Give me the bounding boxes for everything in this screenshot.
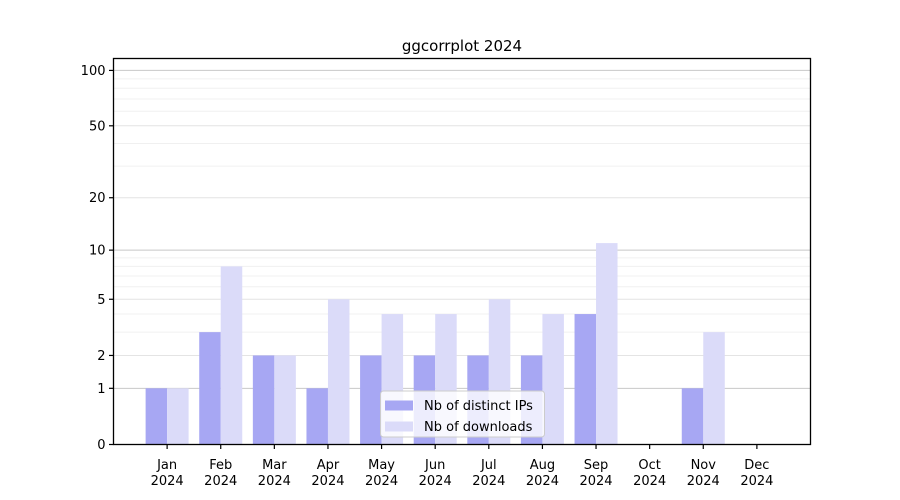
x-tick-label-year-jan: 2024 bbox=[151, 474, 184, 489]
x-tick-label-month-jan: Jan bbox=[156, 458, 177, 473]
y-tick-label-5: 5 bbox=[97, 293, 105, 308]
bar-sep-distinct-ips bbox=[574, 314, 597, 445]
x-tick-label-year-dec: 2024 bbox=[740, 474, 773, 489]
x-tick-label-year-aug: 2024 bbox=[526, 474, 559, 489]
bar-sep-downloads bbox=[596, 243, 618, 445]
x-tick-label-month-aug: Aug bbox=[530, 458, 555, 473]
bar-nov-distinct-ips bbox=[681, 388, 704, 445]
bar-nov-downloads bbox=[703, 332, 725, 445]
x-tick-label-month-apr: Apr bbox=[317, 458, 340, 473]
x-tick-label-month-jun: Jun bbox=[424, 458, 445, 473]
bar-jan-distinct-ips bbox=[145, 388, 168, 445]
plot-border bbox=[112, 57, 812, 446]
legend-label-distinct-ips: Nb of distinct IPs bbox=[424, 399, 533, 414]
y-tick-label-0: 0 bbox=[97, 438, 105, 453]
x-tick-label-month-oct: Oct bbox=[638, 458, 660, 473]
legend-swatch-downloads bbox=[385, 421, 413, 432]
x-tick-label-year-sep: 2024 bbox=[579, 474, 612, 489]
y-tick-label-20: 20 bbox=[89, 191, 106, 206]
y-tick-label-10: 10 bbox=[89, 244, 106, 259]
legend: Nb of distinct IPs Nb of downloads bbox=[380, 390, 545, 438]
x-tick-label-month-sep: Sep bbox=[584, 458, 609, 473]
bar-apr-downloads bbox=[327, 299, 350, 445]
legend-frame bbox=[380, 390, 545, 438]
y-tick-label-100: 100 bbox=[81, 64, 106, 79]
x-tick-label-month-dec: Dec bbox=[744, 458, 769, 473]
x-tick-label-year-oct: 2024 bbox=[633, 474, 666, 489]
x-tick-label-year-may: 2024 bbox=[365, 474, 398, 489]
y-tick-label-2: 2 bbox=[97, 349, 105, 364]
x-tick-label-month-feb: Feb bbox=[209, 458, 232, 473]
x-tick-label-year-jun: 2024 bbox=[419, 474, 452, 489]
x-tick-label-month-jul: Jul bbox=[480, 458, 497, 473]
bar-may-distinct-ips bbox=[360, 355, 382, 445]
x-tick-label-year-feb: 2024 bbox=[204, 474, 237, 489]
legend-label-downloads: Nb of downloads bbox=[424, 420, 533, 435]
x-tick-label-year-mar: 2024 bbox=[258, 474, 291, 489]
chart-title: ggcorrplot 2024 bbox=[402, 37, 522, 55]
bar-mar-downloads bbox=[274, 355, 296, 445]
x-tick-label-year-nov: 2024 bbox=[687, 474, 720, 489]
x-tick-label-year-apr: 2024 bbox=[311, 474, 344, 489]
y-axis-ticks: 0 1 2 5 10 20 50 100 bbox=[81, 64, 114, 453]
y-tick-label-1: 1 bbox=[97, 382, 105, 397]
x-tick-label-month-may: May bbox=[368, 458, 395, 473]
x-axis-ticks: Jan2024Feb2024Mar2024Apr2024May2024Jun20… bbox=[151, 444, 773, 489]
x-tick-label-month-mar: Mar bbox=[262, 458, 287, 473]
bar-feb-downloads bbox=[220, 266, 243, 445]
bar-jan-downloads bbox=[167, 388, 189, 445]
bar-apr-distinct-ips bbox=[306, 388, 328, 445]
x-tick-label-year-jul: 2024 bbox=[472, 474, 505, 489]
bar-aug-downloads bbox=[542, 314, 564, 445]
bar-feb-distinct-ips bbox=[199, 332, 221, 445]
y-tick-label-50: 50 bbox=[89, 119, 106, 134]
x-tick-label-month-nov: Nov bbox=[691, 458, 717, 473]
bar-mar-distinct-ips bbox=[252, 355, 275, 445]
legend-swatch-distinct-ips bbox=[385, 400, 413, 411]
